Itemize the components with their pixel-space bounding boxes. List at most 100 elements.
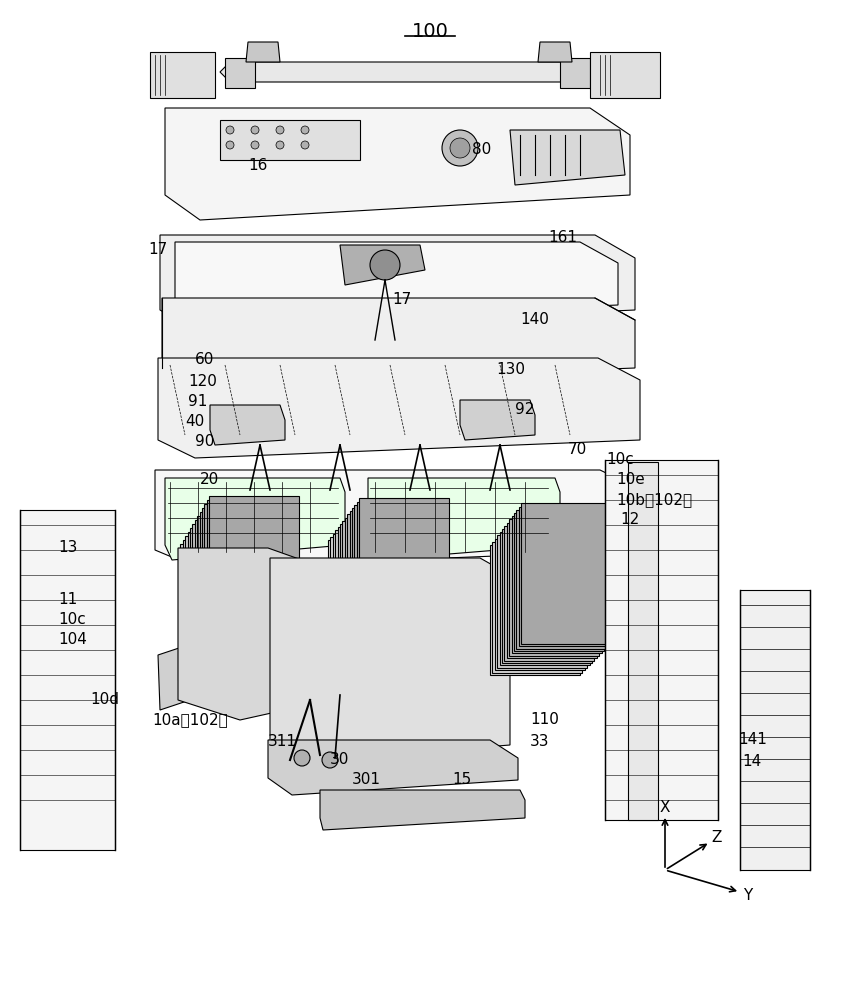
Text: 10c: 10c: [58, 612, 86, 628]
Text: 161: 161: [548, 231, 577, 245]
Polygon shape: [628, 462, 658, 820]
Text: 40: 40: [185, 414, 204, 430]
Text: 110: 110: [530, 712, 559, 728]
Circle shape: [322, 752, 338, 768]
Polygon shape: [220, 62, 600, 82]
Polygon shape: [343, 521, 432, 656]
Text: 17: 17: [148, 242, 167, 257]
Polygon shape: [359, 498, 449, 639]
Polygon shape: [517, 510, 606, 649]
Text: 60: 60: [195, 353, 214, 367]
Polygon shape: [538, 42, 572, 62]
Polygon shape: [509, 519, 599, 656]
Polygon shape: [499, 532, 590, 665]
Text: 16: 16: [248, 157, 268, 172]
Text: 91: 91: [188, 394, 208, 410]
Polygon shape: [200, 512, 289, 658]
Polygon shape: [492, 542, 582, 673]
Polygon shape: [352, 508, 442, 646]
Circle shape: [442, 130, 478, 166]
Polygon shape: [197, 516, 288, 661]
Polygon shape: [207, 500, 297, 651]
Text: 11: 11: [58, 592, 77, 607]
Polygon shape: [355, 505, 444, 644]
Polygon shape: [507, 523, 597, 658]
Text: 10d: 10d: [90, 692, 119, 708]
Text: 140: 140: [520, 312, 548, 328]
Polygon shape: [195, 520, 285, 663]
Polygon shape: [502, 529, 592, 663]
Polygon shape: [162, 298, 635, 385]
Text: 90: 90: [195, 434, 214, 450]
Polygon shape: [331, 537, 420, 668]
Polygon shape: [165, 478, 345, 560]
Circle shape: [301, 141, 309, 149]
Polygon shape: [333, 534, 423, 665]
Polygon shape: [160, 235, 635, 330]
Polygon shape: [495, 539, 585, 670]
Polygon shape: [188, 532, 277, 670]
Polygon shape: [270, 558, 510, 762]
Polygon shape: [202, 508, 292, 656]
Polygon shape: [225, 58, 255, 88]
Circle shape: [226, 126, 234, 134]
Polygon shape: [505, 526, 594, 661]
Polygon shape: [514, 513, 604, 651]
Circle shape: [301, 126, 309, 134]
Polygon shape: [158, 358, 640, 458]
Text: Z: Z: [712, 830, 722, 846]
Text: 30: 30: [330, 752, 350, 768]
Polygon shape: [178, 548, 330, 720]
Polygon shape: [347, 514, 437, 651]
Circle shape: [276, 141, 284, 149]
Text: 10c: 10c: [606, 452, 634, 468]
Circle shape: [251, 126, 259, 134]
Polygon shape: [356, 502, 447, 641]
Polygon shape: [519, 507, 609, 646]
Polygon shape: [155, 470, 645, 568]
Polygon shape: [158, 645, 190, 710]
Text: 311: 311: [268, 734, 297, 750]
Text: 100: 100: [412, 22, 449, 41]
Circle shape: [294, 750, 310, 766]
Circle shape: [251, 141, 259, 149]
Polygon shape: [344, 518, 435, 653]
Polygon shape: [368, 478, 560, 560]
Polygon shape: [521, 503, 611, 644]
Polygon shape: [497, 535, 587, 668]
Circle shape: [276, 126, 284, 134]
Polygon shape: [320, 790, 525, 830]
Text: 20: 20: [200, 473, 220, 488]
Text: X: X: [660, 800, 670, 816]
Text: 141: 141: [738, 732, 767, 748]
Polygon shape: [209, 496, 300, 649]
Text: 12: 12: [620, 512, 639, 528]
Text: 33: 33: [530, 734, 549, 750]
Polygon shape: [178, 548, 268, 680]
Polygon shape: [185, 536, 276, 673]
Polygon shape: [150, 52, 215, 98]
Text: 80: 80: [472, 142, 492, 157]
Circle shape: [450, 138, 470, 158]
Polygon shape: [605, 460, 718, 820]
Polygon shape: [190, 528, 280, 668]
Text: 92: 92: [515, 402, 535, 418]
Text: Y: Y: [743, 888, 753, 904]
Text: 120: 120: [188, 374, 217, 389]
Text: 301: 301: [352, 772, 381, 788]
Text: 10e: 10e: [616, 473, 645, 488]
Polygon shape: [335, 530, 425, 663]
Polygon shape: [192, 524, 282, 666]
Polygon shape: [210, 405, 285, 445]
Text: 10b〈102〉: 10b〈102〉: [616, 492, 692, 508]
Polygon shape: [328, 540, 418, 670]
Polygon shape: [560, 58, 590, 88]
Text: 17: 17: [392, 292, 412, 308]
Polygon shape: [460, 400, 535, 440]
Text: 10a〈102〉: 10a〈102〉: [152, 712, 228, 728]
Text: 130: 130: [496, 362, 525, 377]
Polygon shape: [510, 130, 625, 185]
Polygon shape: [350, 511, 440, 648]
Circle shape: [370, 250, 400, 280]
Polygon shape: [511, 516, 602, 653]
